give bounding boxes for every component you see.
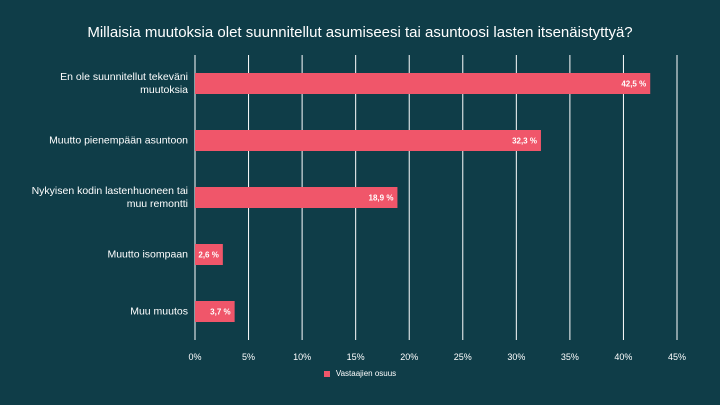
legend-label: Vastaajien osuus (335, 369, 397, 378)
data-label: 32,3 % (512, 137, 537, 146)
data-label: 42,5 % (621, 80, 646, 89)
x-tick-label: 35% (561, 352, 579, 362)
x-tick-label: 5% (242, 352, 255, 362)
x-tick-label: 20% (400, 352, 418, 362)
chart-title: Millaisia muutoksia olet suunnitellut as… (87, 24, 633, 41)
bar (195, 301, 235, 322)
category-label: Muu muutos (130, 305, 188, 317)
x-tick-label: 45% (668, 352, 686, 362)
data-label: 2,6 % (198, 251, 218, 260)
category-label: Nykyisen kodin lastenhuoneen tai muu rem… (31, 184, 188, 210)
x-tick-label: 0% (188, 352, 201, 362)
x-tick-label: 25% (454, 352, 472, 362)
bar (195, 73, 651, 94)
category-label: Muutto pienempään asuntoon (49, 134, 188, 146)
bar (195, 187, 398, 208)
x-tick-label: 30% (507, 352, 525, 362)
bar (195, 130, 541, 151)
legend: Vastaajien osuus (0, 369, 720, 378)
category-label: Muutto isompaan (107, 248, 188, 260)
x-tick-label: 40% (614, 352, 632, 362)
legend-swatch (323, 370, 330, 377)
x-tick-label: 10% (293, 352, 311, 362)
data-label: 18,9 % (369, 194, 394, 203)
data-label: 3,7 % (210, 308, 230, 317)
category-label: En ole suunnitellut tekeväni muutoksia (60, 70, 188, 96)
bar (195, 244, 223, 265)
x-tick-label: 15% (347, 352, 365, 362)
